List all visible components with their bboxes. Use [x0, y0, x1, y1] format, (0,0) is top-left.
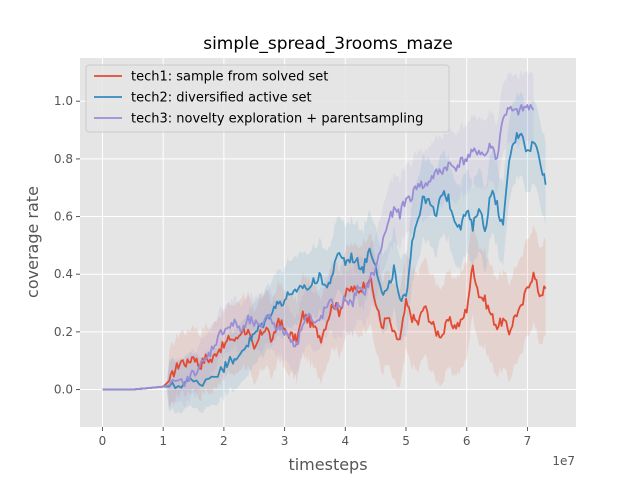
x-axis-label: timesteps — [288, 455, 367, 474]
legend-label-tech2: tech2: diversified active set — [131, 91, 312, 106]
x-tick-label: 6 — [463, 434, 471, 448]
x-tick-label: 4 — [341, 434, 349, 448]
legend-box — [85, 64, 450, 133]
series-line-tech2 — [102, 132, 547, 391]
y-tick-label: 0.0 — [54, 383, 73, 397]
y-tick-label: 0.6 — [54, 210, 73, 224]
x-tick-label: 3 — [281, 434, 289, 448]
y-tick-label: 0.4 — [54, 267, 73, 281]
x-tick-label: 7 — [524, 434, 532, 448]
y-axis-label: coverage rate — [23, 186, 42, 298]
series-line-tech3 — [102, 103, 535, 391]
y-tick-label: 0.2 — [54, 325, 73, 339]
x-tick-label: 0 — [99, 434, 107, 448]
y-tick-label: 1.0 — [54, 94, 73, 108]
legend-label-tech1: tech1: sample from solved set — [131, 70, 328, 85]
x-tick-label: 1 — [159, 434, 167, 448]
y-tick-label: 0.8 — [54, 152, 73, 166]
legend-label-tech3: tech3: novelty exploration + parentsampl… — [131, 112, 423, 127]
series-band-tech2 — [102, 91, 546, 414]
axis-ticks: 0 1 2 3 4 5 6 7 0.0 0.2 0.4 0.6 0.8 1.0 — [54, 94, 531, 448]
series-band-tech3 — [102, 70, 534, 409]
x-axis-offset-label: 1e7 — [552, 454, 575, 468]
series-lines — [102, 103, 547, 391]
legend: tech1: sample from solved set tech2: div… — [85, 64, 450, 133]
x-tick-label: 5 — [402, 434, 410, 448]
x-tick-label: 2 — [220, 434, 228, 448]
chart-title: simple_spread_3rooms_maze — [203, 34, 453, 54]
series-line-tech1 — [102, 264, 547, 391]
